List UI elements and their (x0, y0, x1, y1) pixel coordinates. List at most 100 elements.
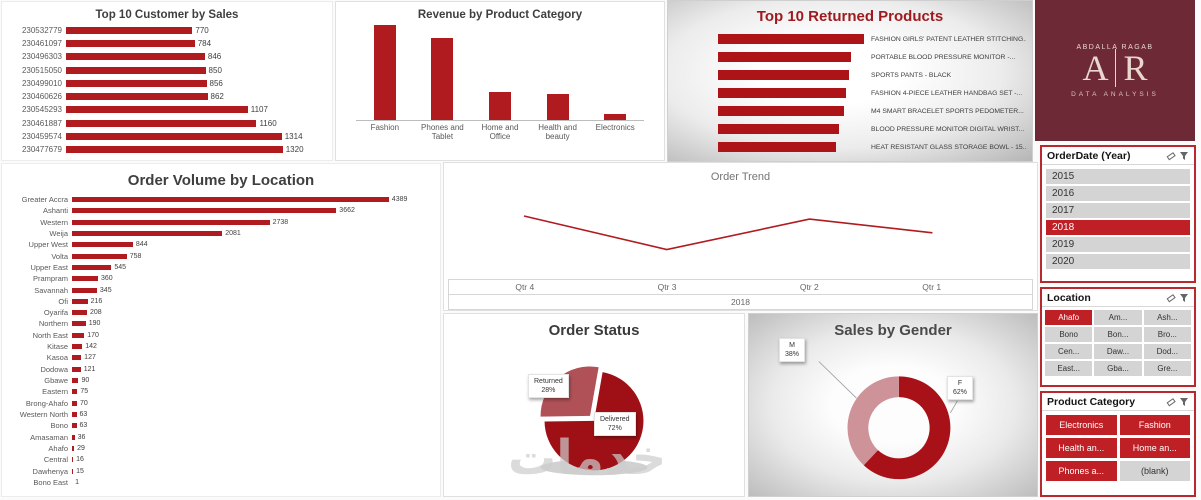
bar[interactable] (72, 332, 85, 338)
bar-row[interactable]: Dodowa 121 (10, 365, 432, 374)
bar[interactable] (431, 38, 454, 120)
bar[interactable] (66, 145, 283, 153)
bar-row[interactable]: Savannah 345 (10, 286, 432, 295)
slicer-item[interactable]: Bro... (1143, 327, 1191, 342)
bar-row[interactable]: Northern 190 (10, 319, 432, 328)
bar-row[interactable]: Kasoa 127 (10, 353, 432, 362)
bar-row[interactable]: HEAT RESISTANT GLASS STORAGE BOWL - 15..… (674, 139, 1026, 155)
bar[interactable] (718, 124, 840, 134)
bar[interactable] (66, 66, 206, 74)
bar-row[interactable]: FASHION GIRLS' PATENT LEATHER STITCHING.… (674, 31, 1026, 47)
bar[interactable] (72, 457, 74, 463)
bar[interactable] (718, 88, 847, 98)
filter-icon[interactable] (1179, 293, 1189, 303)
bar[interactable] (72, 355, 82, 361)
bar[interactable] (72, 310, 87, 316)
bar[interactable] (72, 411, 77, 417)
bar-row[interactable]: Dawhenya 15 (10, 467, 432, 476)
bar[interactable] (72, 230, 223, 236)
bar-row[interactable]: 230460626 862 (10, 92, 324, 101)
bar[interactable] (718, 52, 851, 62)
bar-row[interactable]: Prampram 360 (10, 274, 432, 283)
slicer-item[interactable]: Ash... (1143, 310, 1191, 325)
bar[interactable] (66, 53, 205, 61)
slicer-item[interactable]: Fashion (1119, 415, 1190, 435)
bar-column[interactable] (586, 25, 644, 120)
bar-row[interactable]: Ahafo 29 (10, 444, 432, 453)
bar-row[interactable]: 230545293 1107 (10, 105, 324, 114)
slicer-item[interactable]: Gre... (1143, 361, 1191, 376)
slicer-item[interactable]: Am... (1094, 310, 1142, 325)
clear-selections-icon[interactable] (1166, 151, 1176, 161)
clear-selections-icon[interactable] (1166, 293, 1176, 303)
bar[interactable] (718, 70, 850, 80)
bar[interactable] (72, 298, 88, 304)
bar-row[interactable]: PORTABLE BLOOD PRESSURE MONITOR -... (674, 49, 1026, 65)
bar-row[interactable]: Greater Accra 4389 (10, 195, 432, 204)
bar[interactable] (66, 79, 207, 87)
bar-row[interactable]: Western North 63 (10, 410, 432, 419)
bar[interactable] (66, 93, 208, 101)
bar-row[interactable]: 230496303 846 (10, 52, 324, 61)
bar-row[interactable]: 230499010 856 (10, 79, 324, 88)
bar[interactable] (72, 253, 127, 259)
bar-row[interactable]: 230477679 1320 (10, 145, 324, 154)
slicer-item[interactable]: Electronics (1046, 415, 1117, 435)
bar-row[interactable]: FASHION 4-PIECE LEATHER HANDBAG SET -... (674, 85, 1026, 101)
bar-row[interactable]: Oyarifa 208 (10, 308, 432, 317)
slicer-item[interactable]: Ahafo (1045, 310, 1093, 325)
slicer-item[interactable]: Health an... (1046, 438, 1117, 458)
bar[interactable] (72, 276, 98, 282)
slicer-item[interactable]: 2016 (1046, 186, 1190, 201)
bar[interactable] (718, 34, 864, 44)
bar-row[interactable]: Volta 758 (10, 252, 432, 261)
slicer-item[interactable]: Phones a... (1046, 461, 1117, 481)
bar-column[interactable] (414, 25, 472, 120)
bar[interactable] (72, 366, 81, 372)
bar[interactable] (72, 445, 75, 451)
bar[interactable] (66, 40, 195, 48)
bar-row[interactable]: 230461887 1160 (10, 119, 324, 128)
bar-column[interactable] (356, 25, 414, 120)
bar-row[interactable]: Brong-Ahafo 70 (10, 399, 432, 408)
slicer-item[interactable]: Bon... (1094, 327, 1142, 342)
bar[interactable] (72, 389, 78, 395)
bar[interactable] (72, 197, 389, 202)
bar[interactable] (66, 106, 248, 114)
bar[interactable] (72, 468, 74, 474)
bar-row[interactable]: Gbawe 90 (10, 376, 432, 385)
bar[interactable] (72, 400, 78, 406)
slicer-item[interactable]: (blank) (1119, 461, 1190, 481)
bar[interactable] (72, 378, 79, 383)
bar-row[interactable]: 230461097 784 (10, 39, 324, 48)
slicer-item[interactable]: Home an... (1119, 438, 1190, 458)
bar[interactable] (718, 106, 844, 116)
bar-row[interactable]: Eastern 75 (10, 387, 432, 396)
order-status-pie[interactable] (444, 314, 744, 496)
slicer-item[interactable]: 2020 (1046, 254, 1190, 269)
bar-row[interactable]: Amasaman 36 (10, 433, 432, 442)
slicer-item[interactable]: Dod... (1143, 344, 1191, 359)
bar[interactable] (604, 114, 627, 120)
clear-selections-icon[interactable] (1166, 397, 1176, 407)
slicer-item[interactable]: 2015 (1046, 169, 1190, 184)
bar[interactable] (488, 91, 511, 120)
slicer-item[interactable]: Daw... (1094, 344, 1142, 359)
bar-row[interactable]: Kitase 142 (10, 342, 432, 351)
slicer-item[interactable]: 2019 (1046, 237, 1190, 252)
bar-row[interactable]: Bono 63 (10, 421, 432, 430)
bar[interactable] (373, 25, 396, 120)
slicer-item[interactable]: Cen... (1045, 344, 1093, 359)
bar-row[interactable]: 230459574 1314 (10, 132, 324, 141)
bar-row[interactable]: Bono East 1 (10, 478, 432, 487)
bar[interactable] (66, 119, 257, 127)
slicer-item[interactable]: East... (1045, 361, 1093, 376)
bar[interactable] (72, 321, 86, 327)
bar-column[interactable] (529, 25, 587, 120)
slicer-item[interactable]: Gba... (1094, 361, 1142, 376)
bar-row[interactable]: 230515050 850 (10, 66, 324, 75)
bar-row[interactable]: BLOOD PRESSURE MONITOR DIGITAL WRIST... (674, 121, 1026, 137)
bar-row[interactable]: Central 16 (10, 455, 432, 464)
slicer-item[interactable]: 2018 (1046, 220, 1190, 235)
slicer-item[interactable]: Bono (1045, 327, 1093, 342)
